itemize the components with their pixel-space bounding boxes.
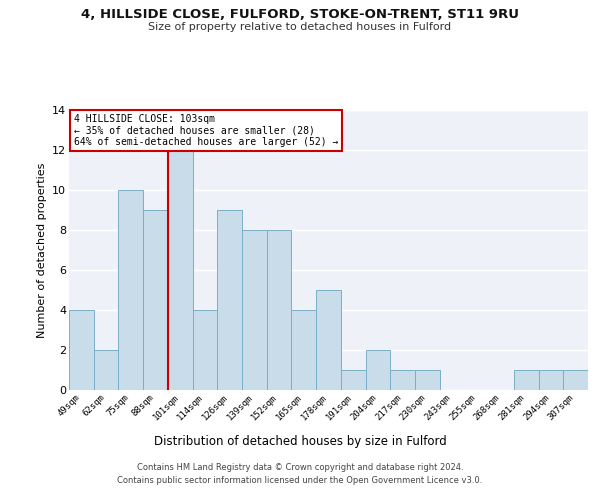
Bar	[316, 290, 341, 390]
Bar	[390, 370, 415, 390]
Bar	[193, 310, 217, 390]
Bar	[168, 150, 193, 390]
Bar	[415, 370, 440, 390]
Bar	[143, 210, 168, 390]
Bar	[69, 310, 94, 390]
Bar	[539, 370, 563, 390]
Bar	[341, 370, 365, 390]
Bar	[94, 350, 118, 390]
Y-axis label: Number of detached properties: Number of detached properties	[37, 162, 47, 338]
Bar	[217, 210, 242, 390]
Bar	[514, 370, 539, 390]
Bar	[118, 190, 143, 390]
Bar	[365, 350, 390, 390]
Bar	[292, 310, 316, 390]
Text: Contains HM Land Registry data © Crown copyright and database right 2024.: Contains HM Land Registry data © Crown c…	[137, 462, 463, 471]
Bar	[267, 230, 292, 390]
Text: Distribution of detached houses by size in Fulford: Distribution of detached houses by size …	[154, 435, 446, 448]
Text: 4, HILLSIDE CLOSE, FULFORD, STOKE-ON-TRENT, ST11 9RU: 4, HILLSIDE CLOSE, FULFORD, STOKE-ON-TRE…	[81, 8, 519, 20]
Text: 4 HILLSIDE CLOSE: 103sqm
← 35% of detached houses are smaller (28)
64% of semi-d: 4 HILLSIDE CLOSE: 103sqm ← 35% of detach…	[74, 114, 338, 148]
Bar	[242, 230, 267, 390]
Bar	[563, 370, 588, 390]
Text: Size of property relative to detached houses in Fulford: Size of property relative to detached ho…	[148, 22, 452, 32]
Text: Contains public sector information licensed under the Open Government Licence v3: Contains public sector information licen…	[118, 476, 482, 485]
